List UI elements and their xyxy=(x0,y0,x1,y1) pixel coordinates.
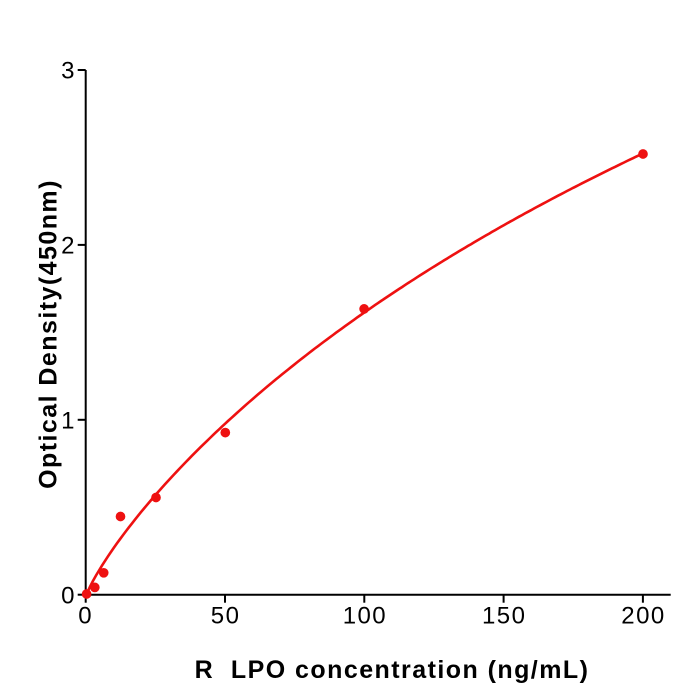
svg-text:200: 200 xyxy=(621,603,665,630)
svg-text:R LPO concentration (ng/mL): R LPO concentration (ng/mL) xyxy=(195,656,590,684)
svg-text:150: 150 xyxy=(482,603,526,630)
svg-text:0: 0 xyxy=(78,603,93,630)
svg-text:2: 2 xyxy=(61,233,74,260)
svg-text:100: 100 xyxy=(343,603,387,630)
svg-text:0: 0 xyxy=(61,582,74,609)
svg-text:3: 3 xyxy=(61,58,74,85)
svg-text:50: 50 xyxy=(211,603,241,630)
svg-text:Optical Density(450nm): Optical Density(450nm) xyxy=(35,179,63,489)
svg-text:1: 1 xyxy=(61,408,74,435)
